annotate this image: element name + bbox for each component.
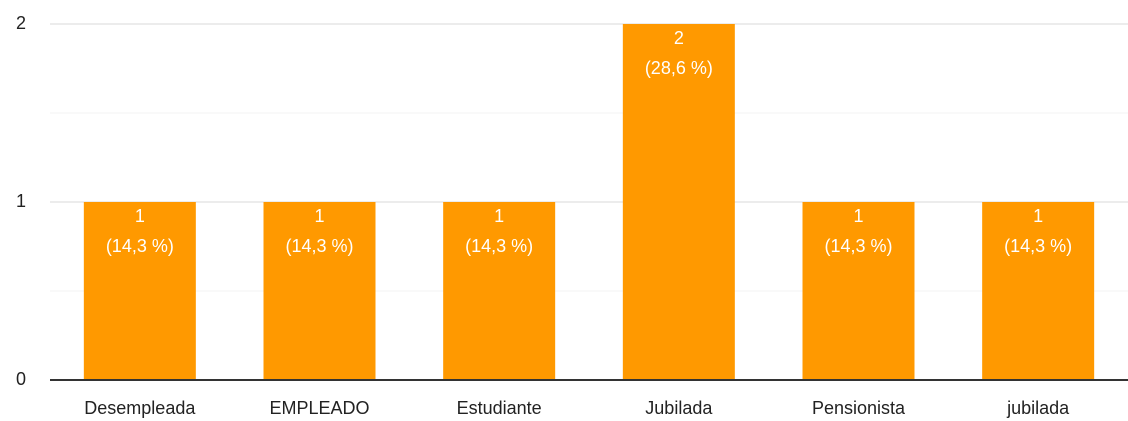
x-tick-label: Pensionista — [812, 398, 906, 418]
data-label-percent: (28,6 %) — [645, 58, 713, 78]
x-tick-label: jubilada — [1006, 398, 1070, 418]
x-tick-label: Desempleada — [84, 398, 196, 418]
data-label-percent: (14,3 %) — [824, 236, 892, 256]
data-label: 1 — [494, 206, 504, 226]
x-tick-label: Estudiante — [457, 398, 542, 418]
data-label: 1 — [314, 206, 324, 226]
y-tick-label: 1 — [16, 191, 26, 211]
bar — [802, 202, 915, 380]
bar — [263, 202, 376, 380]
y-tick-label: 0 — [16, 369, 26, 389]
x-tick-label: Jubilada — [645, 398, 713, 418]
bar — [83, 202, 196, 380]
data-label-percent: (14,3 %) — [106, 236, 174, 256]
data-label: 1 — [135, 206, 145, 226]
data-label: 2 — [674, 28, 684, 48]
bar — [443, 202, 556, 380]
y-tick-label: 2 — [16, 13, 26, 33]
bar — [622, 24, 735, 380]
data-label: 1 — [1033, 206, 1043, 226]
data-label-percent: (14,3 %) — [285, 236, 353, 256]
x-tick-label: EMPLEADO — [269, 398, 369, 418]
data-label-percent: (14,3 %) — [1004, 236, 1072, 256]
bar — [982, 202, 1095, 380]
data-label: 1 — [853, 206, 863, 226]
data-label-percent: (14,3 %) — [465, 236, 533, 256]
